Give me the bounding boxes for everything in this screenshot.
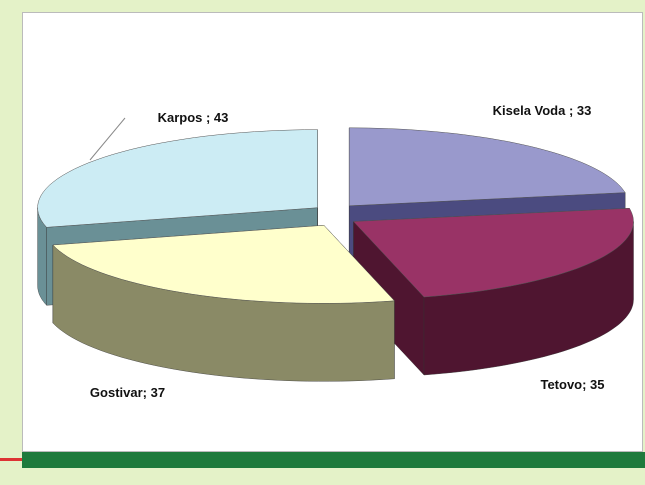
data-label: Tetovo; 35 (540, 377, 605, 392)
pie-slice (352, 208, 634, 298)
pie-slice (37, 129, 318, 228)
pie-slice (52, 225, 395, 304)
accent-line (0, 458, 22, 461)
pie-slice (348, 127, 626, 207)
data-label: Kisela Voda ; 33 (492, 103, 592, 118)
data-label: Gostivar; 37 (89, 385, 166, 400)
data-label: Karpos ; 43 (157, 110, 229, 125)
footer-bar (22, 452, 645, 468)
leader-line (89, 117, 126, 161)
